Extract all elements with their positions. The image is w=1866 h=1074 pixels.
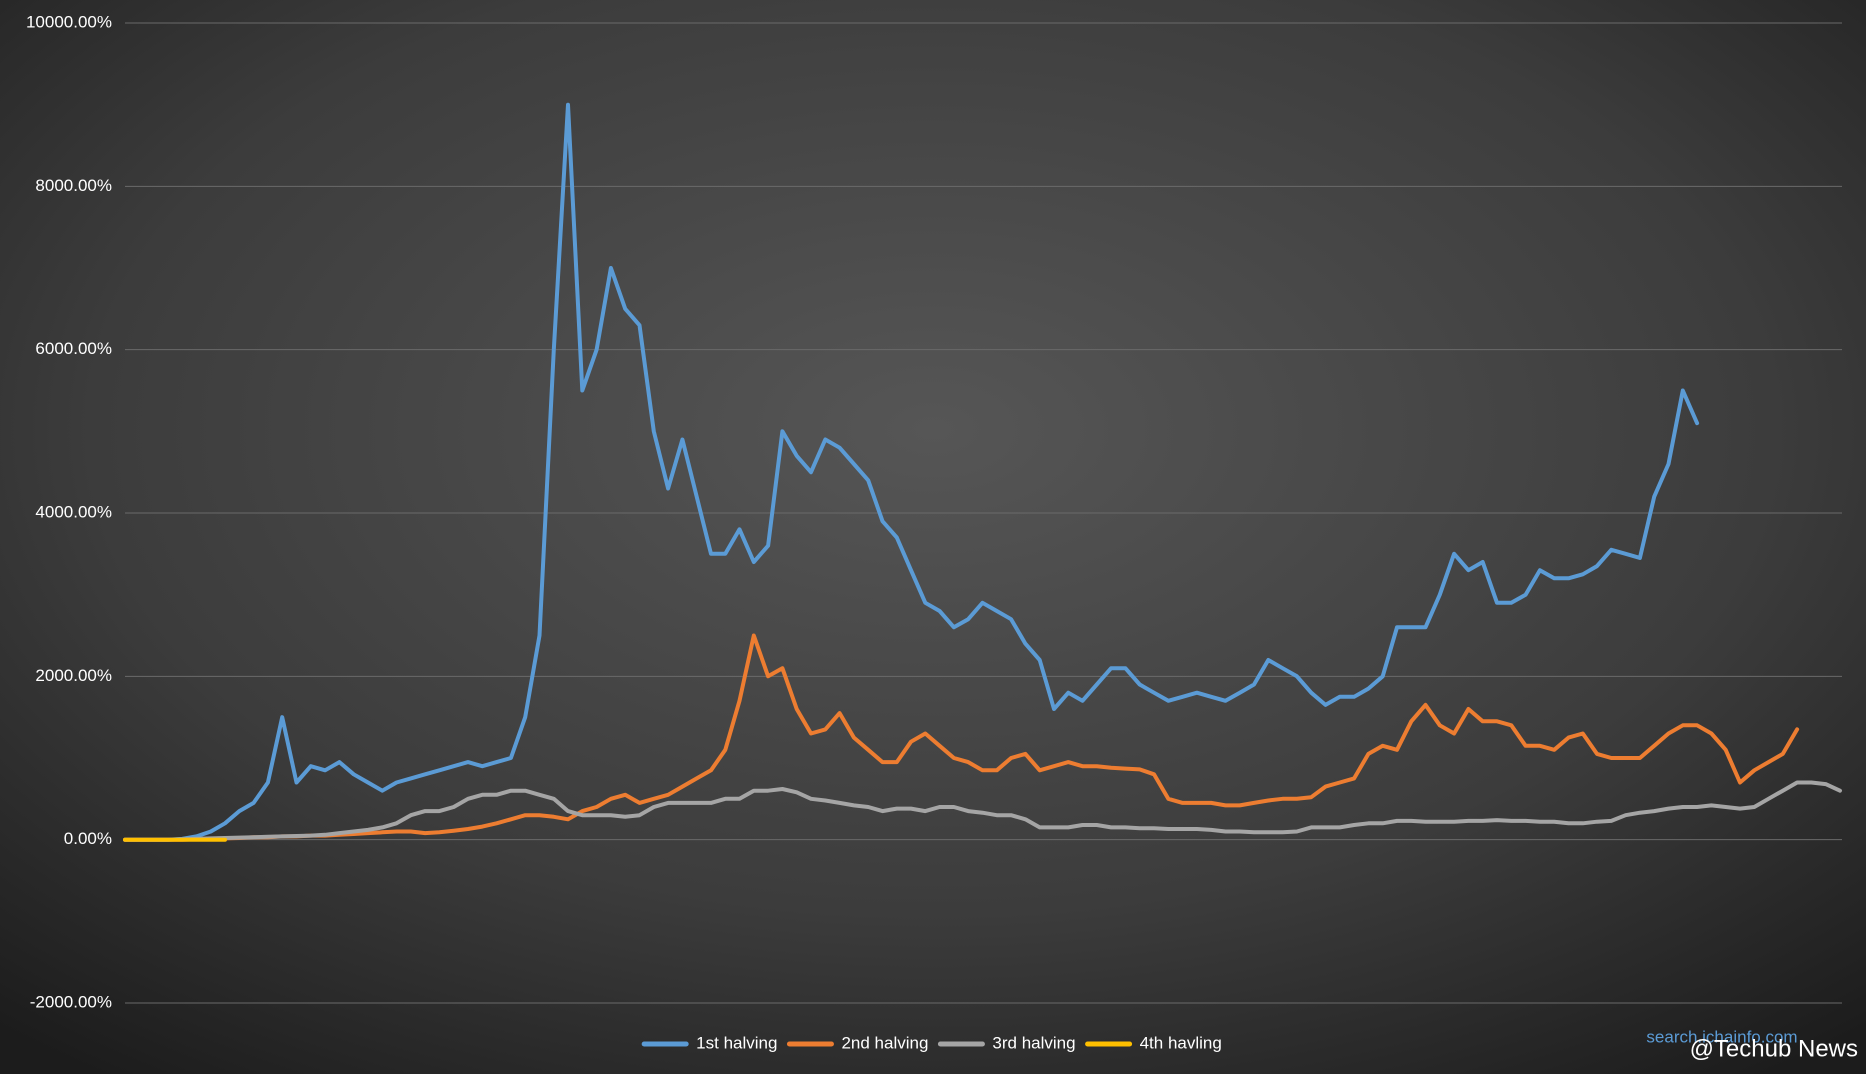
legend-label: 2nd halving xyxy=(841,1033,928,1052)
plot xyxy=(123,102,1842,842)
watermark: search.ichainfo.com xyxy=(1646,1027,1797,1046)
y-tick-label: 6000.00% xyxy=(35,339,112,358)
y-tick-label: 8000.00% xyxy=(35,176,112,195)
legend: 1st halving 2nd halving 3rd halving 4th hav… xyxy=(641,1033,1222,1052)
y-tick-label: 4000.00% xyxy=(35,502,112,521)
y-tick-label: -2000.00% xyxy=(30,992,112,1011)
series-line xyxy=(123,780,1842,842)
series-line xyxy=(123,633,1800,842)
watermark: @Techub News xyxy=(1690,1035,1858,1062)
grid: -2000.00% 0.00% 2000.00% 4000.00% 6000.00% 80… xyxy=(26,12,1842,1011)
legend-label: 4th havling xyxy=(1140,1033,1222,1052)
legend-label: 3rd halving xyxy=(992,1033,1075,1052)
y-tick-label: 10000.00% xyxy=(26,12,112,31)
series-line xyxy=(123,102,1700,842)
y-tick-label: 2000.00% xyxy=(35,666,112,685)
legend-label: 1st halving xyxy=(696,1033,777,1052)
y-tick-label: 0.00% xyxy=(64,829,112,848)
